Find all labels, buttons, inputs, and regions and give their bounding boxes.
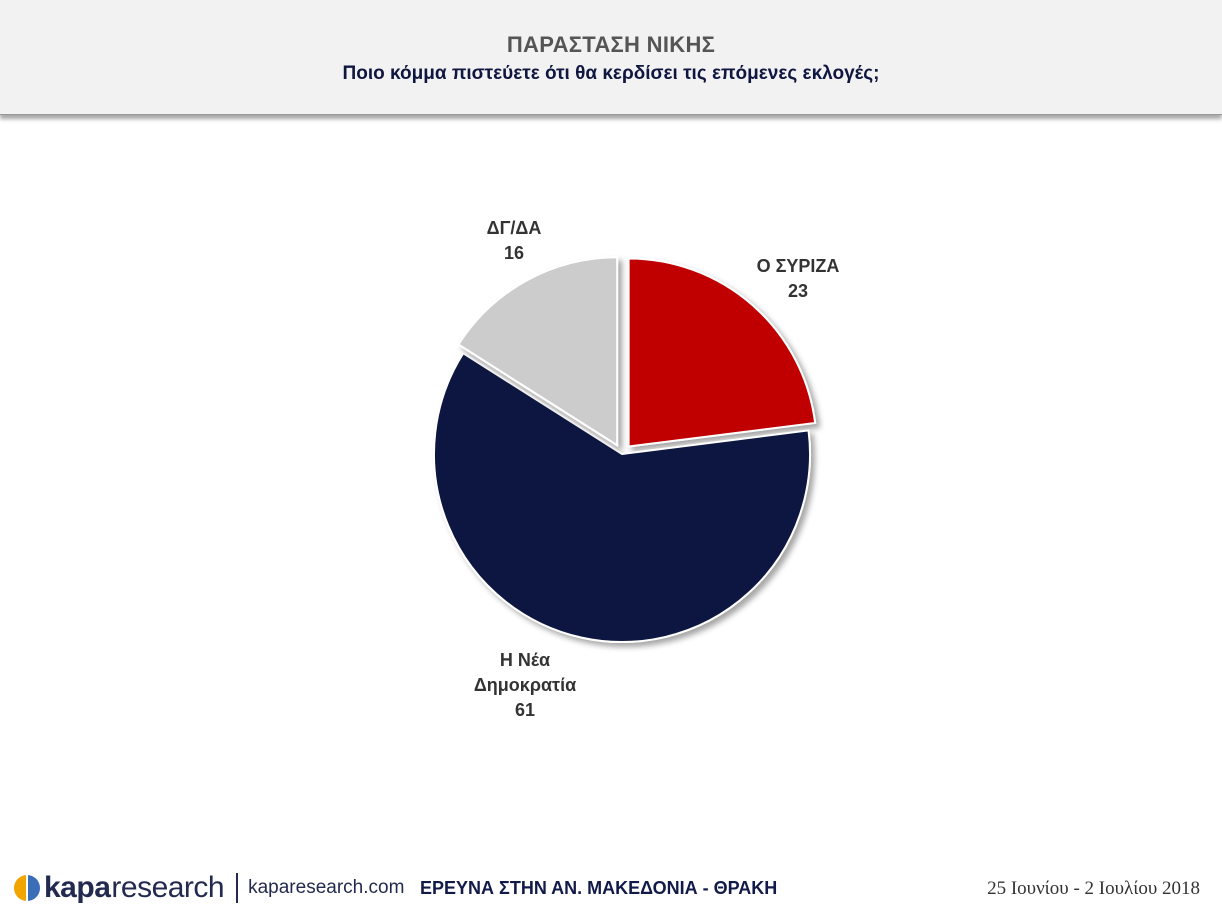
slice-label: ΔΓ/ΔΑ 16: [487, 218, 542, 263]
slice-value: 23: [788, 281, 808, 301]
kapa-research-logo: kapa research kaparesearch.com: [14, 868, 404, 908]
slice-name: Δημοκρατία: [474, 675, 576, 695]
logo-divider: [236, 873, 239, 903]
slice-name: Ο ΣΥΡΙΖΑ: [757, 256, 840, 276]
logo-research-text: research: [111, 871, 225, 904]
header-band: ΠΑΡΑΣΤΑΣΗ ΝΙΚΗΣ Ποιο κόμμα πιστεύετε ότι…: [0, 0, 1222, 115]
slice-value: 16: [504, 243, 524, 263]
chart-title: ΠΑΡΑΣΤΑΣΗ ΝΙΚΗΣ: [506, 32, 716, 57]
pie-slice: [433, 351, 811, 643]
pie-slice: [627, 257, 817, 448]
slice-value: 61: [515, 700, 535, 720]
slice-label: Η Νέα Δημοκρατία 61: [474, 650, 576, 720]
logo-kapa-text: kapa: [44, 871, 111, 904]
chart-subtitle: Ποιο κόμμα πιστεύετε ότι θα κερδίσει τις…: [342, 63, 880, 84]
website-text: kaparesearch.com: [248, 877, 405, 898]
slice-name: ΔΓ/ΔΑ: [487, 218, 542, 238]
survey-date: 25 Ιουνίου - 2 Ιουλίου 2018: [987, 878, 1200, 899]
pie-slice: [457, 256, 619, 448]
kapa-logo-icon: [14, 873, 40, 903]
slice-name: Η Νέα: [500, 650, 550, 670]
slice-label: Ο ΣΥΡΙΖΑ 23: [757, 256, 840, 301]
survey-region: ΕΡΕΥΝΑ ΣΤΗΝ ΑΝ. ΜΑΚΕΔΟΝΙΑ - ΘΡΑΚΗ: [420, 878, 778, 898]
